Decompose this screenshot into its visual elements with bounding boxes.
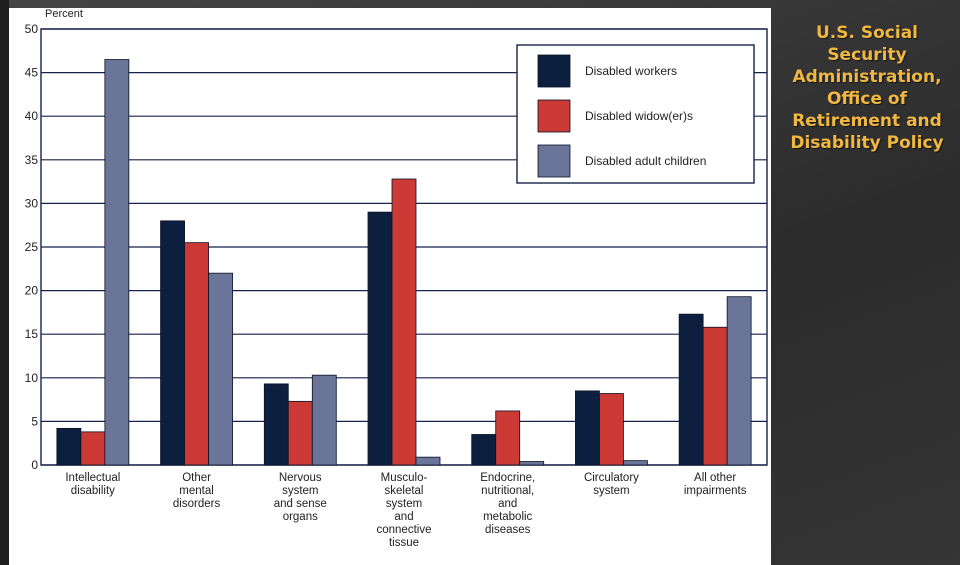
bar — [263, 383, 289, 466]
bar — [80, 431, 106, 466]
x-category-label: system — [282, 485, 318, 497]
x-category-label: and sense — [274, 498, 327, 510]
x-category-label: All other — [694, 472, 736, 484]
bar — [726, 296, 752, 466]
x-category-label: Circulatory — [584, 472, 639, 484]
bar — [391, 178, 417, 466]
x-category-label: organs — [283, 511, 318, 523]
bar — [471, 434, 497, 466]
bar — [208, 272, 233, 466]
x-category-label: Nervous — [279, 472, 322, 484]
x-category-label: tissue — [389, 537, 419, 549]
x-category-label: mental — [179, 485, 214, 497]
bar — [415, 456, 441, 466]
legend-label: Disabled adult children — [585, 154, 706, 168]
bar — [599, 393, 624, 466]
chart-panel: Percent 0 5 10 15 20 25 30 35 40 45 50 Intellectual d… — [9, 8, 771, 565]
legend-label: Disabled widow(er)s — [585, 109, 693, 123]
x-category-label: Endocrine, — [480, 472, 535, 484]
y-tick-label: 20 — [25, 284, 39, 298]
x-category-label: skeletal — [385, 485, 424, 497]
bar — [104, 59, 130, 466]
legend-swatch — [537, 144, 571, 178]
bar — [160, 220, 185, 466]
bar — [495, 410, 521, 466]
bar — [678, 313, 704, 466]
bar — [702, 326, 728, 466]
y-tick-label: 15 — [25, 327, 39, 341]
x-category-label: system — [593, 485, 629, 497]
x-category-label: Other — [182, 472, 211, 484]
x-category-label: disability — [71, 485, 115, 497]
source-attribution: U.S. Social Security Administration, Off… — [776, 22, 958, 154]
bar — [519, 461, 545, 466]
source-line: Retirement and — [792, 111, 942, 131]
source-line: Administration, — [792, 67, 942, 87]
source-line: Security — [827, 45, 907, 65]
x-category-label: and — [498, 498, 517, 510]
legend-swatch — [537, 54, 571, 88]
bar-chart: Percent05101520253035404550Intellectuald… — [25, 8, 768, 549]
y-tick-label: 50 — [25, 22, 39, 36]
x-category-label: Intellectual — [65, 472, 120, 484]
x-category-label: impairments — [684, 485, 747, 497]
source-line: Office of — [826, 89, 907, 109]
x-category-label: connective — [377, 524, 432, 536]
bar — [623, 460, 648, 466]
y-axis-title: Percent — [45, 8, 83, 20]
x-category-label: nutritional, — [481, 485, 534, 497]
y-tick-label: 35 — [25, 153, 39, 167]
legend-label: Disabled workers — [585, 64, 677, 78]
slide-left-edge — [0, 0, 9, 565]
bar — [311, 374, 337, 466]
bar — [287, 400, 313, 466]
source-line: U.S. Social — [815, 23, 918, 43]
y-tick-label: 30 — [25, 196, 39, 210]
y-tick-label: 25 — [25, 240, 39, 254]
legend-swatch — [537, 99, 571, 133]
x-category-label: Musculo- — [381, 472, 428, 484]
x-category-label: disorders — [173, 498, 221, 510]
bar — [575, 390, 600, 466]
y-tick-label: 5 — [31, 414, 38, 428]
x-category-label: and — [394, 511, 413, 523]
bar — [367, 211, 393, 466]
y-tick-label: 45 — [25, 66, 39, 80]
x-category-label: metabolic — [483, 511, 532, 523]
x-category-label: system — [386, 498, 422, 510]
y-tick-label: 10 — [25, 371, 39, 385]
y-tick-label: 0 — [31, 458, 38, 472]
bar — [56, 427, 82, 466]
bar — [184, 242, 209, 466]
source-line: Disability Policy — [790, 133, 944, 153]
y-tick-label: 40 — [25, 109, 39, 123]
x-category-label: diseases — [485, 524, 531, 536]
